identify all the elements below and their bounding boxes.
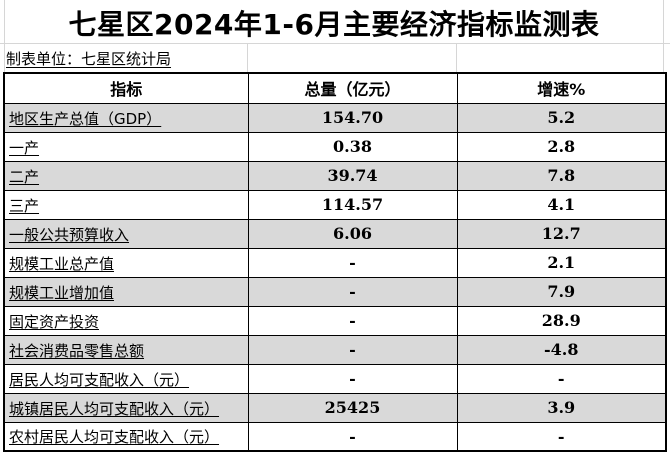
table-row-tertiary-industry: 三产 114.57 4.1 [3, 189, 667, 220]
gridline-vertical-right [663, 0, 664, 72]
growth-value: 4.1 [456, 189, 667, 220]
indicator-label: 固定资产投资 [3, 305, 249, 336]
prepared-by-label: 制表单位：七星区统计局 [6, 50, 172, 68]
total-value: 39.74 [247, 160, 458, 191]
total-value: - [247, 363, 458, 394]
header-growth: 增速% [456, 72, 667, 104]
growth-value: - [456, 363, 667, 394]
total-value: - [247, 421, 458, 452]
table-row-public-budget-revenue: 一般公共预算收入 6.06 12.7 [3, 218, 667, 249]
total-value: - [247, 305, 458, 336]
total-value: - [247, 276, 458, 307]
indicator-label: 一产 [3, 131, 249, 162]
table-row-secondary-industry: 二产 39.74 7.8 [3, 160, 667, 191]
growth-value: 7.8 [456, 160, 667, 191]
gridline-vertical-col2 [456, 43, 457, 72]
gridline-vertical-col1 [247, 43, 248, 72]
table-header-row: 指标 总量（亿元） 增速% [3, 72, 667, 104]
table-row-industrial-gross-output: 规模工业总产值 - 2.1 [3, 247, 667, 278]
table-row-industrial-added-value: 规模工业增加值 - 7.9 [3, 276, 667, 307]
growth-value: 2.8 [456, 131, 667, 162]
total-value: 0.38 [247, 131, 458, 162]
table-row-retail-sales: 社会消费品零售总额 - -4.8 [3, 334, 667, 365]
growth-value: -4.8 [456, 334, 667, 365]
table-row-urban-disposable-income: 城镇居民人均可支配收入（元） 25425 3.9 [3, 392, 667, 423]
total-value: - [247, 334, 458, 365]
indicator-label: 农村居民人均可支配收入（元） [3, 421, 249, 452]
total-value: - [247, 247, 458, 278]
table-row-fixed-asset-investment: 固定资产投资 - 28.9 [3, 305, 667, 336]
indicator-label: 规模工业总产值 [3, 247, 249, 278]
page-title: 七星区2024年1-6月主要经济指标监测表 [68, 7, 600, 41]
total-value: 25425 [247, 392, 458, 423]
indicator-label: 二产 [3, 160, 249, 191]
indicator-label: 居民人均可支配收入（元） [3, 363, 249, 394]
growth-value: - [456, 421, 667, 452]
indicator-label: 地区生产总值（GDP） [3, 102, 249, 133]
table-row-resident-disposable-income: 居民人均可支配收入（元） - - [3, 363, 667, 394]
total-value: 6.06 [247, 218, 458, 249]
indicators-table: 指标 总量（亿元） 增速% 地区生产总值（GDP） 154.70 5.2 一产 … [3, 72, 667, 452]
growth-value: 28.9 [456, 305, 667, 336]
total-value: 114.57 [247, 189, 458, 220]
gridline-vertical-left [4, 0, 5, 72]
gridline-horizontal [0, 43, 670, 44]
indicator-label: 城镇居民人均可支配收入（元） [3, 392, 249, 423]
header-total: 总量（亿元） [247, 72, 458, 104]
table-row-primary-industry: 一产 0.38 2.8 [3, 131, 667, 162]
indicator-label: 规模工业增加值 [3, 276, 249, 307]
growth-value: 12.7 [456, 218, 667, 249]
growth-value: 3.9 [456, 392, 667, 423]
growth-value: 2.1 [456, 247, 667, 278]
indicator-label: 三产 [3, 189, 249, 220]
indicator-label: 一般公共预算收入 [3, 218, 249, 249]
table-row-gdp: 地区生产总值（GDP） 154.70 5.2 [3, 102, 667, 133]
total-value: 154.70 [247, 102, 458, 133]
table-row-rural-disposable-income: 农村居民人均可支配收入（元） - - [3, 421, 667, 452]
growth-value: 5.2 [456, 102, 667, 133]
growth-value: 7.9 [456, 276, 667, 307]
header-indicator: 指标 [3, 72, 249, 104]
indicator-label: 社会消费品零售总额 [3, 334, 249, 365]
